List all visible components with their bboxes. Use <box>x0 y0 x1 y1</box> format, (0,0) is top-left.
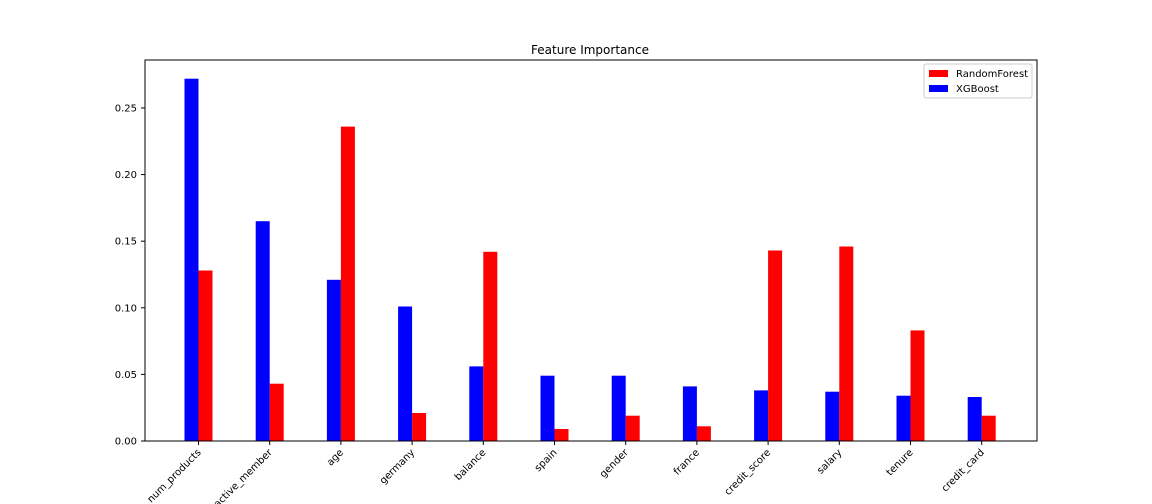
x-tick-label: active_member <box>212 447 275 504</box>
legend-label-randomforest: RandomForest <box>956 69 1028 80</box>
bar-xgboost-gender <box>611 375 626 441</box>
bar-xgboost-num_products <box>184 78 199 441</box>
y-tick-label: 0.05 <box>115 370 137 381</box>
x-tick-label: gender <box>598 447 631 480</box>
bar-xgboost-tenure <box>896 395 911 441</box>
legend-box <box>923 63 1033 99</box>
y-tick-label: 0.15 <box>115 237 137 248</box>
x-tick-label: germany <box>378 447 417 486</box>
bar-xgboost-balance <box>469 366 484 441</box>
bar-xgboost-france <box>682 386 697 441</box>
x-tick-label: num_products <box>146 447 204 504</box>
legend-swatch-randomforest <box>929 70 948 77</box>
legend: RandomForest XGBoost <box>923 63 1033 99</box>
x-tick-label: salary <box>815 447 844 476</box>
bar-randomforest-salary <box>839 246 854 441</box>
bar-randomforest-tenure <box>910 330 925 441</box>
y-tick-label: 0.20 <box>115 170 137 181</box>
y-tick-label: 0.25 <box>115 103 137 114</box>
bar-xgboost-spain <box>540 375 555 441</box>
bar-xgboost-age <box>326 279 341 441</box>
bar-randomforest-credit_score <box>768 250 783 441</box>
bar-xgboost-germany <box>398 306 413 441</box>
y-tick-label: 0.10 <box>115 303 137 314</box>
bar-randomforest-num_products <box>198 270 213 441</box>
bar-randomforest-active_member <box>269 383 284 441</box>
bar-randomforest-gender <box>625 415 640 441</box>
x-tick-label: spain <box>533 447 560 474</box>
bar-randomforest-credit_card <box>981 415 996 441</box>
bars-layer <box>184 78 996 441</box>
x-tick-label: credit_card <box>940 447 987 494</box>
bar-randomforest-balance <box>483 251 498 441</box>
x-tick-label: age <box>325 447 346 468</box>
bar-xgboost-credit_card <box>967 397 982 441</box>
legend-swatch-xgboost <box>929 85 948 92</box>
bar-randomforest-france <box>696 426 711 441</box>
legend-label-xgboost: XGBoost <box>956 84 999 95</box>
chart-title: Feature Importance <box>531 43 649 57</box>
bar-randomforest-germany <box>412 413 427 441</box>
bar-randomforest-spain <box>554 429 569 441</box>
x-tick-label: credit_score <box>723 447 774 498</box>
bar-xgboost-salary <box>825 391 840 441</box>
plot-frame <box>144 59 1038 442</box>
y-tick-label: 0.00 <box>115 437 137 448</box>
x-tick-label: france <box>672 447 702 477</box>
bar-xgboost-active_member <box>255 221 270 441</box>
x-tick-label: tenure <box>885 447 916 478</box>
bar-randomforest-age <box>340 126 355 441</box>
bar-xgboost-credit_score <box>754 390 769 441</box>
x-tick-label: balance <box>453 447 489 483</box>
